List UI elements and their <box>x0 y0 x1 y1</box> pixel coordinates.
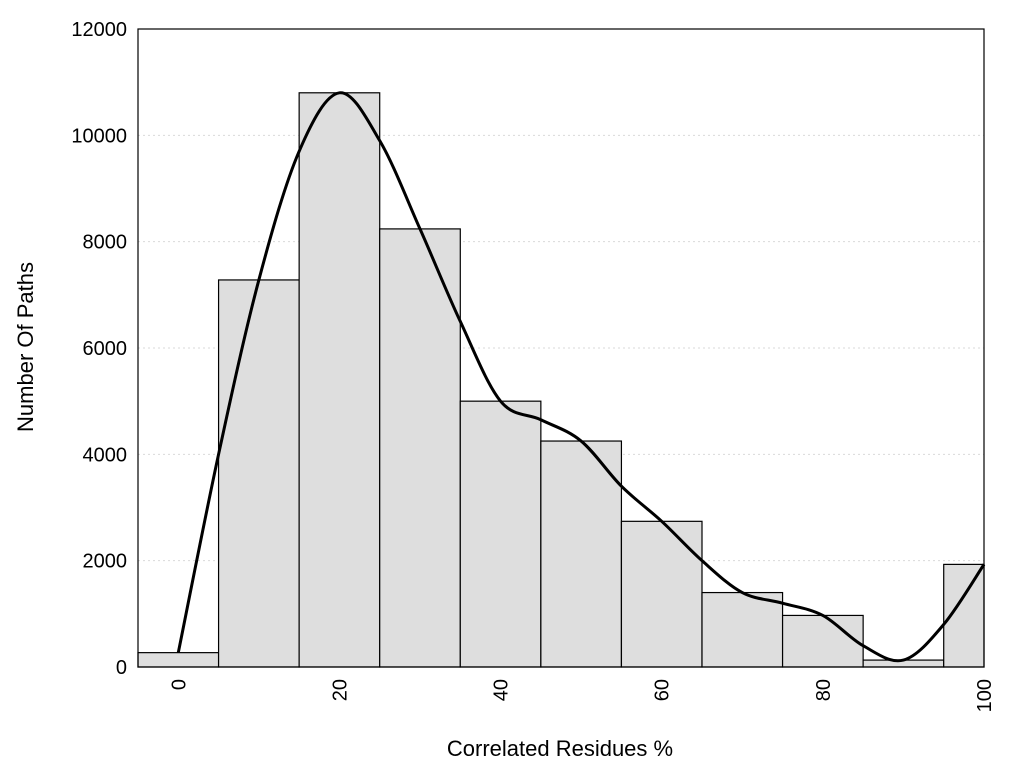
x-tick-label: 100 <box>974 679 996 712</box>
y-tick-label: 10000 <box>71 125 127 147</box>
x-axis-ticks: 0 20 40 60 80 100 <box>168 679 996 712</box>
y-tick-label: 12000 <box>71 19 127 41</box>
x-tick-label: 20 <box>329 679 351 701</box>
bar <box>298 92 381 668</box>
x-axis-title: Correlated Residues % <box>447 736 673 761</box>
y-tick-label: 0 <box>116 657 127 679</box>
bar <box>620 520 703 668</box>
bar <box>701 591 784 668</box>
y-axis-ticks: 0 2000 4000 6000 8000 10000 12000 <box>71 19 127 679</box>
y-tick-label: 6000 <box>83 338 128 360</box>
bar <box>379 228 461 668</box>
density-curve <box>176 91 986 663</box>
histogram-bars <box>137 92 985 668</box>
bar <box>137 652 220 668</box>
bar <box>943 563 985 668</box>
x-tick-label: 40 <box>491 679 513 701</box>
x-tick-label: 80 <box>813 679 835 701</box>
bar <box>781 614 864 668</box>
x-tick-label: 60 <box>652 679 674 701</box>
y-tick-label: 2000 <box>83 551 128 573</box>
y-tick-label: 8000 <box>83 232 128 254</box>
bar <box>459 400 542 668</box>
y-tick-label: 4000 <box>83 444 128 466</box>
bar <box>217 279 300 668</box>
y-axis-title: Number Of Paths <box>13 262 38 432</box>
plot-frame <box>137 28 985 668</box>
x-tick-label: 0 <box>168 679 190 690</box>
